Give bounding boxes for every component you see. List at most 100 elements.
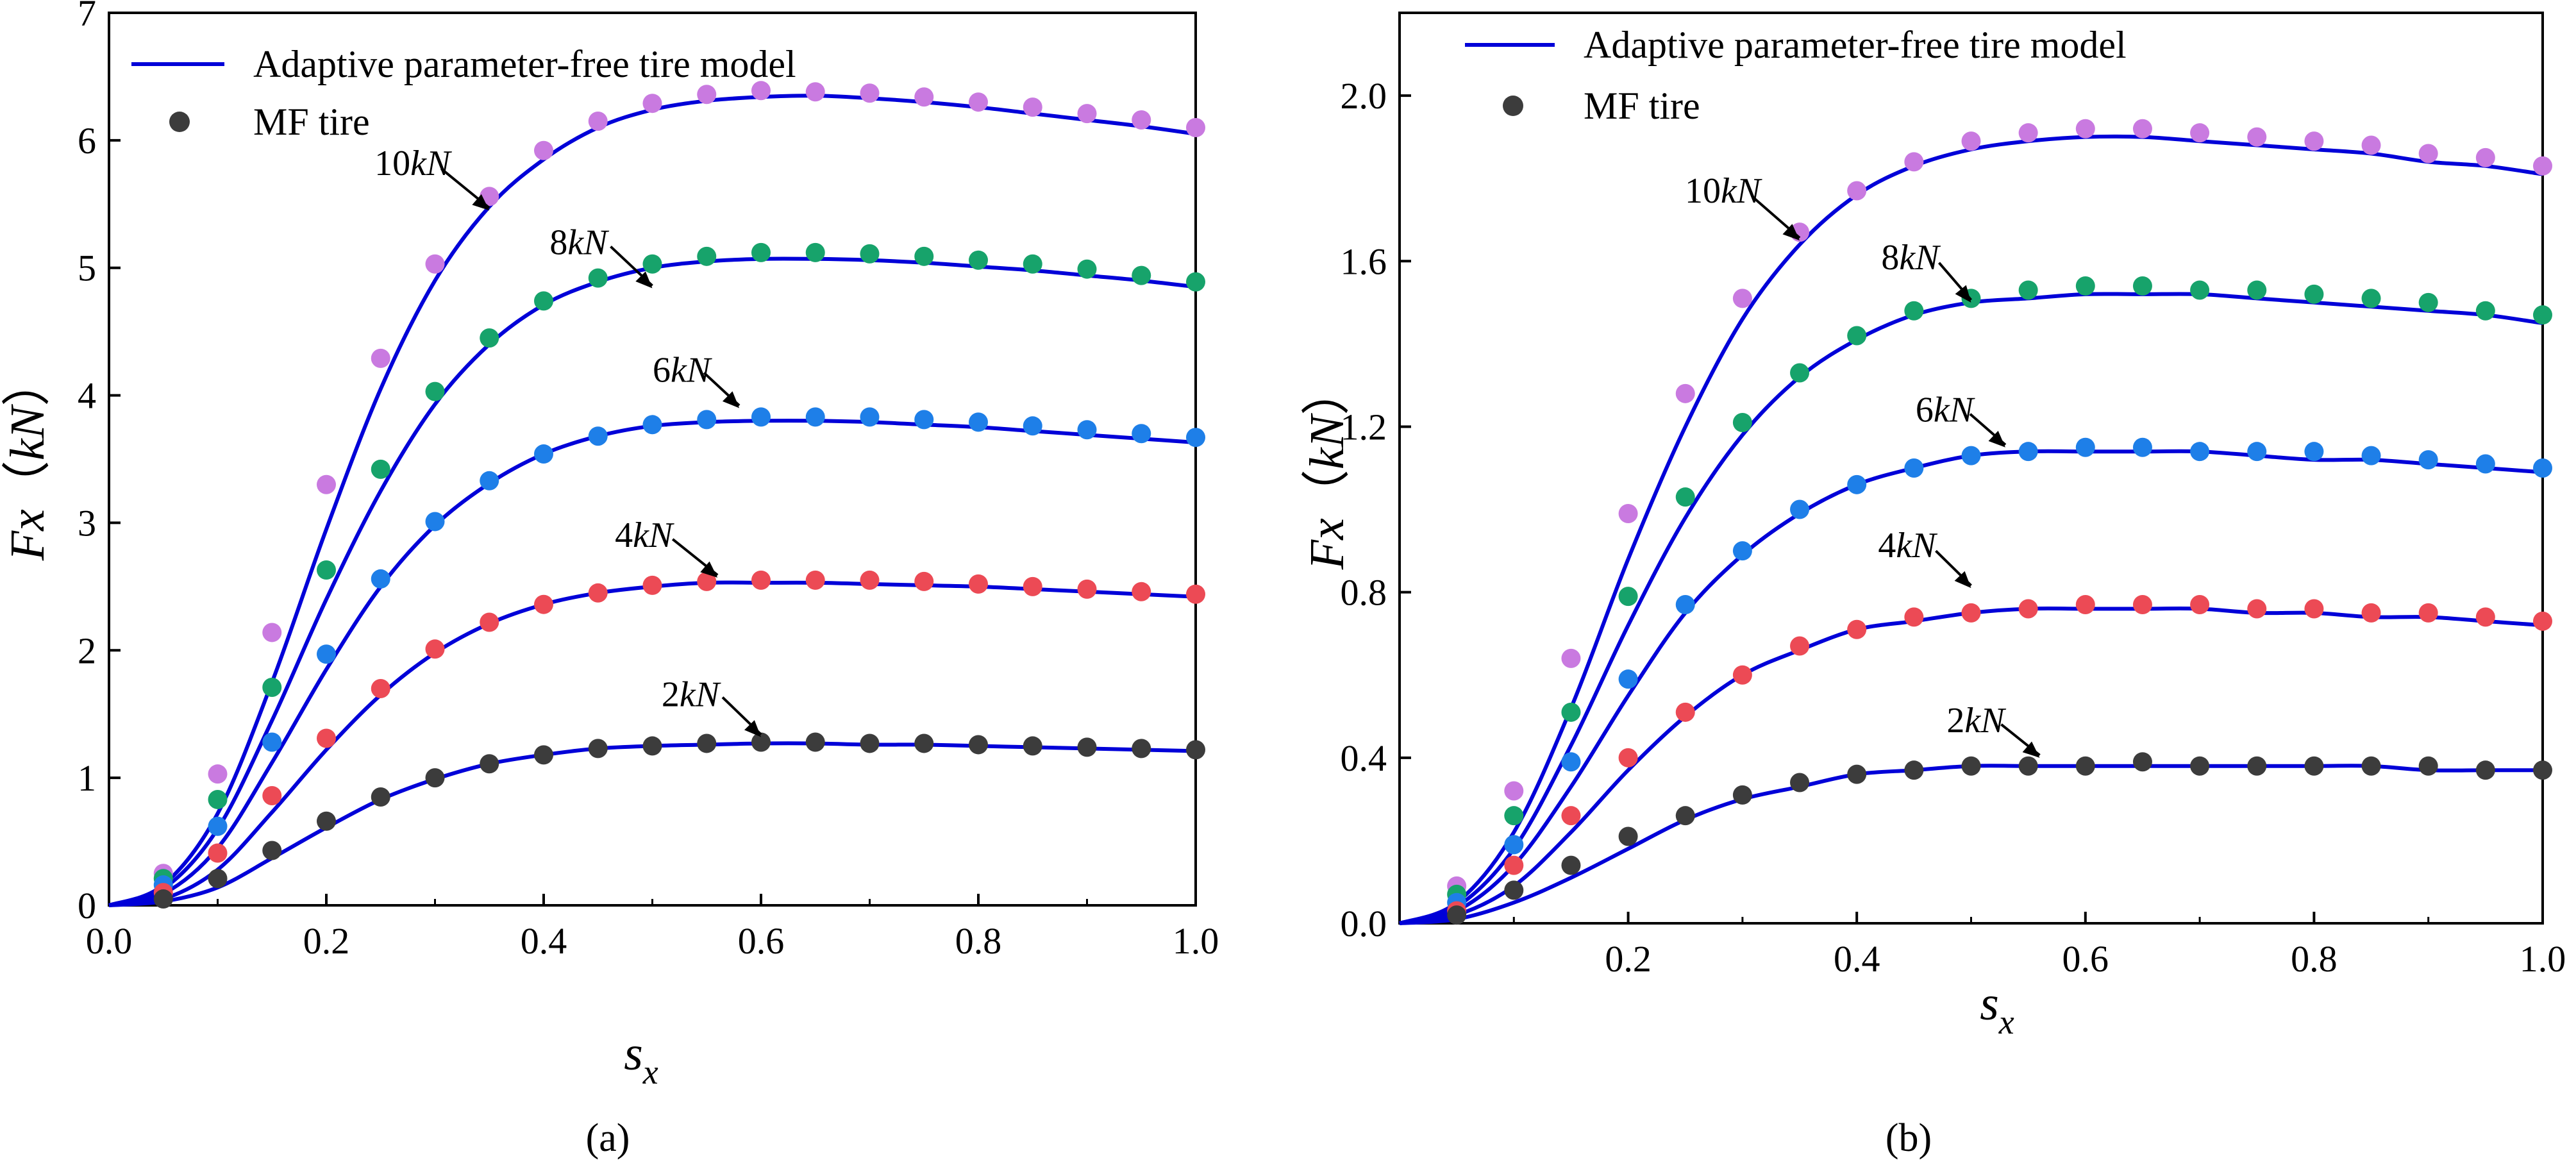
mf-point-2kN <box>1561 855 1581 875</box>
mf-point-2kN <box>1132 739 1151 759</box>
mf-point-8kN <box>2075 276 2095 296</box>
mf-point-6kN <box>1961 446 1981 465</box>
mf-point-2kN <box>2418 756 2438 776</box>
mf-point-4kN <box>534 594 553 614</box>
mf-point-8kN <box>1023 254 1042 274</box>
mf-point-2kN <box>208 869 228 889</box>
mf-point-10kN <box>208 764 228 784</box>
mf-point-8kN <box>1504 806 1524 826</box>
mf-point-8kN <box>1618 587 1638 607</box>
mf-point-10kN <box>697 85 717 105</box>
annotation-label-10kN: 10kN <box>1685 171 1762 211</box>
x-tick-label: 0.4 <box>1834 938 1880 980</box>
mf-point-6kN <box>2361 446 2381 465</box>
mf-point-6kN <box>2190 442 2210 462</box>
mf-point-6kN <box>1790 499 1810 519</box>
mf-point-2kN <box>1504 880 1524 900</box>
mf-point-10kN <box>317 474 336 494</box>
mf-point-6kN <box>642 415 662 435</box>
mf-point-4kN <box>2132 595 2152 614</box>
mf-point-4kN <box>425 639 445 659</box>
mf-point-4kN <box>860 570 880 590</box>
caption-b: (b) <box>1886 1116 1932 1160</box>
mf-point-8kN <box>1904 301 1924 321</box>
mf-point-10kN <box>2247 127 2267 147</box>
mf-point-2kN <box>2190 756 2210 776</box>
mf-point-6kN <box>1618 669 1638 689</box>
mf-point-8kN <box>480 328 499 348</box>
mf-point-8kN <box>642 254 662 274</box>
mf-point-2kN <box>480 754 499 774</box>
mf-point-6kN <box>1077 420 1097 440</box>
model-line-2kN <box>108 741 1196 907</box>
mf-point-2kN <box>153 889 173 909</box>
y-tick-label: 6 <box>78 120 96 162</box>
mf-point-6kN <box>860 407 880 427</box>
mf-point-10kN <box>1847 181 1867 201</box>
mf-point-8kN <box>1732 413 1752 432</box>
mf-point-8kN <box>2018 280 2038 300</box>
y-tick-label: 5 <box>78 247 96 289</box>
mf-point-8kN <box>534 291 553 311</box>
mf-point-2kN <box>969 735 988 755</box>
mf-point-4kN <box>2304 599 2324 619</box>
mf-point-2kN <box>1790 773 1810 792</box>
y-tick-label: 0 <box>78 885 96 926</box>
mf-point-10kN <box>2475 147 2495 167</box>
mf-point-8kN <box>208 789 228 809</box>
mf-point-4kN <box>805 570 825 590</box>
mf-point-2kN <box>914 733 934 753</box>
y-tick-label: 2 <box>78 630 96 671</box>
y-tick-label: 7 <box>78 0 96 34</box>
annotation-label-8kN: 8kN <box>1881 238 1941 278</box>
x-tick-label: 0.8 <box>955 920 1002 962</box>
mf-point-6kN <box>588 426 608 446</box>
x-tick-label: 0.0 <box>86 920 133 962</box>
mf-point-6kN <box>914 410 934 430</box>
mf-point-4kN <box>2361 603 2381 623</box>
mf-point-10kN <box>1186 117 1205 137</box>
annotation-arrowhead-8kN <box>1955 285 1971 303</box>
mf-point-6kN <box>2247 442 2267 462</box>
mf-point-6kN <box>534 444 553 464</box>
mf-point-6kN <box>2132 437 2152 457</box>
mf-point-8kN <box>969 250 988 270</box>
annotation-label-6kN: 6kN <box>653 350 712 390</box>
annotation-arrowhead-10kN <box>472 194 490 211</box>
mf-point-2kN <box>2533 760 2552 780</box>
mf-point-8kN <box>2132 276 2152 296</box>
mf-point-2kN <box>2304 756 2324 776</box>
mf-point-4kN <box>1618 748 1638 767</box>
annotation-arrowhead-8kN <box>635 271 653 289</box>
mf-point-8kN <box>588 268 608 288</box>
mf-point-6kN <box>317 644 336 664</box>
mf-point-2kN <box>2247 756 2267 776</box>
annotation-label-2kN: 2kN <box>1946 701 2006 741</box>
mf-point-6kN <box>1904 458 1924 478</box>
mf-point-2kN <box>1732 785 1752 805</box>
annotation-label-2kN: 2kN <box>662 675 721 715</box>
mf-point-8kN <box>1847 326 1867 346</box>
annotation-label-4kN: 4kN <box>1878 526 1937 566</box>
mf-point-4kN <box>1023 576 1042 596</box>
mf-point-8kN <box>2190 280 2210 300</box>
mf-point-4kN <box>1790 636 1810 656</box>
mf-point-10kN <box>534 140 553 160</box>
x-tick-label: 0.6 <box>738 920 785 962</box>
model-line-10kN <box>108 94 1196 907</box>
mf-point-4kN <box>588 583 608 603</box>
mf-point-10kN <box>1732 289 1752 308</box>
x-tick-label: 0.6 <box>2062 938 2109 980</box>
x-tick-label: 0.8 <box>2291 938 2338 980</box>
mf-point-4kN <box>751 570 771 590</box>
mf-point-10kN <box>2361 135 2381 155</box>
mf-point-8kN <box>2304 284 2324 304</box>
y-tick-label: 1 <box>78 757 96 799</box>
mf-point-10kN <box>1132 110 1151 130</box>
mf-point-4kN <box>2418 603 2438 623</box>
model-line-6kN <box>1399 449 2543 925</box>
mf-point-8kN <box>751 242 771 262</box>
mf-point-4kN <box>1675 702 1695 722</box>
mf-point-8kN <box>1132 265 1151 285</box>
mf-point-10kN <box>914 87 934 107</box>
